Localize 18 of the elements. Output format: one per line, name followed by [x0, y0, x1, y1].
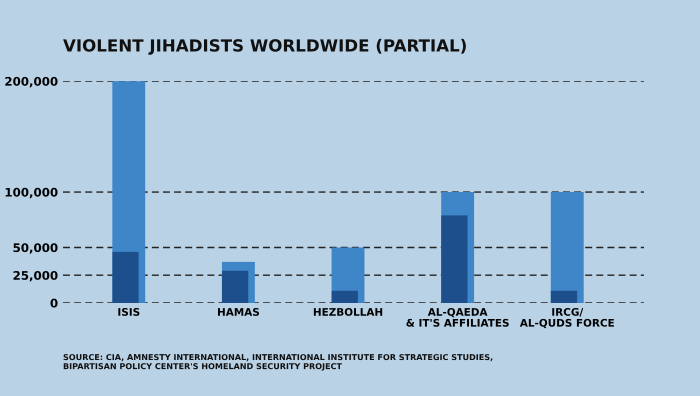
x-tick-label: HEZBOLLAH [314, 308, 382, 316]
bar [222, 270, 248, 303]
bar [112, 252, 139, 303]
y-tick-label: 25,000 [14, 270, 58, 282]
chart-title: VIOLENT JIHADISTS WORLDWIDE (PARTIAL) [63, 38, 466, 55]
bar [441, 215, 468, 303]
y-tick-label: 200,000 [5, 76, 58, 88]
x-tick-label: HAMAS [218, 308, 259, 316]
y-tick-label: 0 [50, 298, 58, 308]
bar [550, 290, 578, 303]
y-tick-label: 100,000 [6, 188, 58, 198]
x-tick-label: AL-QAEDA & IT'S AFFILIATES [406, 308, 509, 327]
x-tick-label: IRCG/ AL-QUDS FORCE [520, 308, 614, 328]
source-note: SOURCE: CIA, AMNESTY INTERNATIONAL, INTERNATIONAL INSTITUTE FOR STRATEGIC STUDIES, BIPARTISAN POLICY CENTER'S HOMELAND SECURITY PROJECT [64, 354, 492, 371]
bar [332, 290, 358, 303]
bar [550, 192, 584, 303]
y-tick-label: 50,000 [13, 243, 58, 254]
x-tick-label: ISIS [118, 308, 140, 316]
